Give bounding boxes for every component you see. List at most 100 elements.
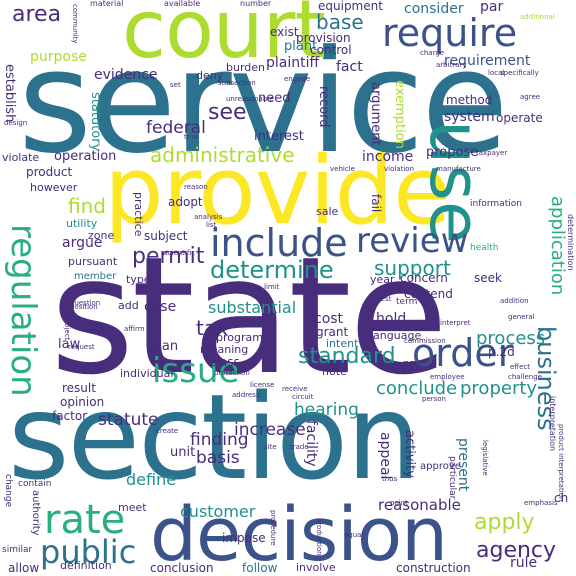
word-increase: increase (234, 420, 306, 440)
word-program: program (216, 331, 263, 344)
word-income: income (362, 149, 414, 165)
word-challenge: challenge (508, 373, 542, 381)
word-member: member (74, 271, 117, 282)
word-general: general (508, 313, 535, 321)
word-federal: federal (146, 118, 206, 138)
word-substantial: substantial (208, 298, 297, 317)
word-charge: charge (420, 49, 445, 57)
word-consider: consider (404, 1, 464, 17)
word-project: project (63, 316, 71, 341)
word-create: create (156, 427, 179, 435)
word-involve: involve (296, 561, 336, 574)
word-see: see (208, 100, 247, 125)
word-court: court (122, 0, 326, 76)
word-circuit: circuit (292, 393, 314, 401)
word-engage: engage (284, 75, 311, 83)
word-plan: plan (150, 339, 179, 354)
word-exemption: exemption (392, 80, 407, 149)
word-gas: gas (402, 357, 422, 370)
word-manufacture: manufacture (436, 165, 481, 173)
word-appeal: appeal (377, 432, 393, 480)
word-determine: determine (210, 256, 334, 284)
word-interpretation: interpretation (548, 396, 557, 452)
word-burden: burden (226, 61, 266, 74)
word-subsection: subsection (218, 79, 256, 87)
word-service: service (18, 20, 509, 185)
word-reason: reason (184, 183, 208, 191)
word-rate: rate (44, 497, 126, 543)
word-however: however (30, 181, 78, 194)
word-review: review (356, 221, 469, 261)
word-impose: impose (222, 531, 266, 545)
word-provision: provision (296, 31, 351, 45)
word-support: support (374, 256, 451, 280)
word-conclude: conclude (376, 378, 458, 399)
word-purpose: purpose (30, 49, 87, 65)
word-position: position (70, 303, 98, 311)
word-section: section (8, 368, 421, 506)
word-plaintiff: plaintiff (266, 55, 320, 71)
word-base: base (316, 10, 364, 34)
word-operation: operation (54, 149, 117, 164)
word-opinion: opinion (60, 395, 105, 409)
word-contend: contend (404, 287, 453, 301)
word-vehicle: vehicle (330, 165, 355, 173)
word-fail: fail (369, 194, 383, 213)
word-additional: additional (520, 13, 555, 21)
word-finding: finding (190, 430, 249, 450)
word-set: set (170, 81, 181, 89)
word-adopt: adopt (168, 195, 203, 209)
word-fact: fact (336, 59, 363, 75)
word-affirm: affirm (124, 325, 145, 333)
word-state: state (50, 223, 448, 411)
word-argument: argument (368, 82, 383, 146)
word-propose: propose (426, 145, 479, 160)
word-utility: utility (66, 217, 98, 230)
word-specifically: specifically (500, 69, 539, 77)
word-approve: approve (420, 461, 461, 472)
word-require: require (382, 11, 518, 55)
word-receive: receive (282, 385, 308, 393)
word-product-interpretation: product interpretation (557, 424, 565, 502)
word-define: define (126, 470, 177, 489)
word-subject: subject (144, 229, 188, 243)
word-statute: statute (98, 410, 159, 430)
word-practice: practice (132, 192, 145, 237)
word-addition: addition (500, 297, 529, 305)
word-violation: violation (384, 165, 415, 173)
word-language: language (370, 329, 422, 342)
word-emphasis: emphasis (524, 499, 558, 507)
word-need: need (258, 91, 291, 106)
word-information: information (470, 199, 522, 209)
word-zone: zone (88, 229, 115, 242)
word-area: area (12, 2, 62, 27)
word-apply: apply (474, 510, 535, 535)
word-hold: hold (376, 311, 407, 327)
word-meet: meet (118, 501, 147, 514)
word-equipment: equipment (318, 0, 383, 13)
word-intent: intent (326, 337, 359, 350)
word-design: design (4, 119, 28, 127)
word-employee: employee (430, 373, 465, 381)
word-process: process (476, 328, 546, 349)
word-allow: allow (8, 561, 40, 575)
word-include: include (210, 221, 348, 265)
word-method: method (446, 93, 493, 107)
word-equal: equal (344, 531, 364, 539)
word-production: production (315, 518, 323, 556)
word-establish: establish (2, 64, 17, 123)
word-request: request (68, 343, 95, 351)
word-law: law (58, 337, 81, 352)
word-determination: determination (566, 214, 575, 271)
word-system: system (444, 109, 495, 125)
word-customer: customer (180, 502, 256, 521)
word-add: add (118, 299, 139, 312)
word-reasonable: reasonable (378, 496, 461, 514)
word-rule: rule (510, 555, 538, 571)
word-statutory: statutory (88, 92, 103, 152)
word-agency: agency (476, 538, 557, 563)
word-thus: thus (382, 475, 398, 483)
word-follow: follow (242, 561, 278, 575)
word-authority: authority (30, 490, 41, 536)
word-basis: basis (196, 448, 240, 468)
